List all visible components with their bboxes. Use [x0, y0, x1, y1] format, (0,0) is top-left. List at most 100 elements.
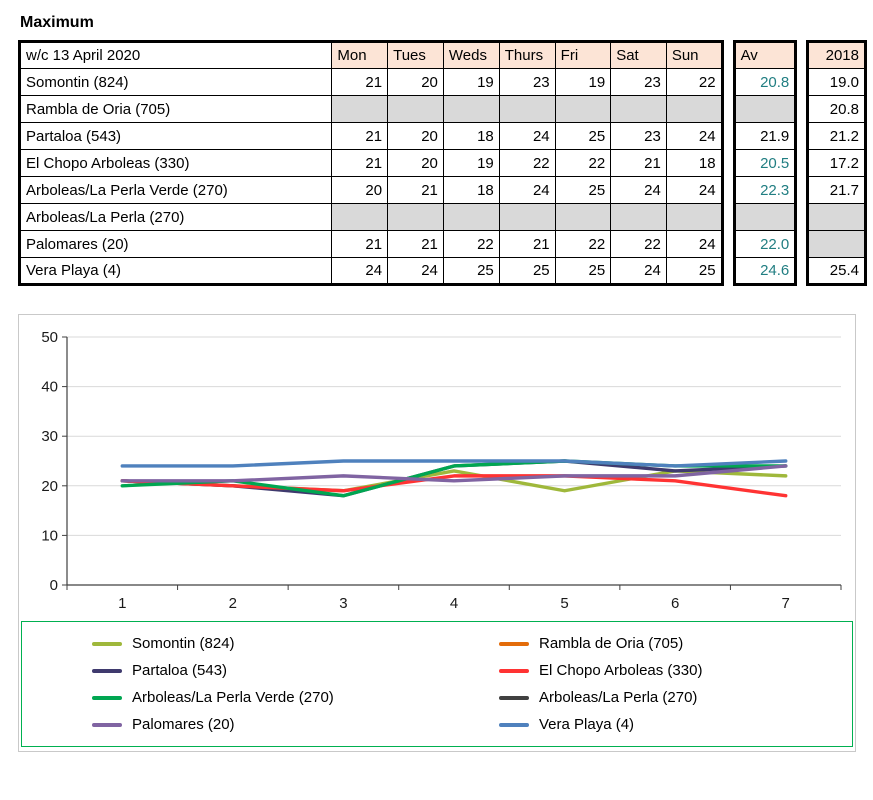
- year-header-cell[interactable]: 2018: [807, 41, 866, 69]
- day-value-cell[interactable]: [665, 95, 723, 123]
- day-value-cell[interactable]: 22: [610, 230, 667, 258]
- year-value-cell[interactable]: 21.2: [807, 122, 866, 150]
- average-value-cell[interactable]: 22.0: [733, 230, 797, 258]
- day-value-cell[interactable]: [554, 203, 612, 231]
- day-value-cell[interactable]: 25: [554, 176, 612, 204]
- row-name-cell[interactable]: Arboleas/La Perla Verde (270): [18, 176, 333, 204]
- week-label-cell[interactable]: w/c 13 April 2020: [18, 41, 333, 69]
- day-value-cell[interactable]: 20: [387, 122, 444, 150]
- day-value-cell[interactable]: 25: [554, 257, 612, 285]
- day-value-cell[interactable]: 21: [498, 230, 556, 258]
- average-value-cell[interactable]: 22.3: [733, 176, 797, 204]
- legend-item-palomares-20: Palomares (20): [92, 716, 499, 733]
- day-header-sat[interactable]: Sat: [610, 41, 667, 69]
- day-value-cell[interactable]: 24: [331, 257, 389, 285]
- day-value-cell[interactable]: 24: [498, 176, 556, 204]
- day-value-cell[interactable]: [442, 95, 500, 123]
- legend-swatch: [499, 695, 529, 700]
- day-value-cell[interactable]: 24: [610, 257, 667, 285]
- year-value-cell[interactable]: 20.8: [807, 95, 866, 123]
- average-value-cell[interactable]: 24.6: [733, 257, 797, 285]
- average-row-el-chopo-arboleas-330: 20.5: [733, 149, 797, 177]
- average-header-cell[interactable]: Av: [733, 41, 797, 69]
- year-row-palomares-20: [807, 230, 866, 258]
- day-value-cell[interactable]: 24: [610, 176, 667, 204]
- day-value-cell[interactable]: 22: [665, 68, 723, 96]
- row-name-cell[interactable]: Somontin (824): [18, 68, 333, 96]
- day-value-cell[interactable]: 24: [498, 122, 556, 150]
- average-value-cell[interactable]: [733, 203, 797, 231]
- year-value-cell[interactable]: [807, 203, 866, 231]
- day-header-fri[interactable]: Fri: [554, 41, 612, 69]
- day-value-cell[interactable]: 21: [331, 149, 389, 177]
- day-value-cell[interactable]: 18: [442, 176, 500, 204]
- day-value-cell[interactable]: [610, 95, 667, 123]
- day-value-cell[interactable]: [665, 203, 723, 231]
- day-value-cell[interactable]: 25: [442, 257, 500, 285]
- day-value-cell[interactable]: 24: [665, 176, 723, 204]
- day-value-cell[interactable]: 19: [442, 68, 500, 96]
- day-value-cell[interactable]: 20: [387, 68, 444, 96]
- year-value-cell[interactable]: 19.0: [807, 68, 866, 96]
- day-value-cell[interactable]: [442, 203, 500, 231]
- day-header-weds[interactable]: Weds: [442, 41, 500, 69]
- day-value-cell[interactable]: 18: [442, 122, 500, 150]
- day-value-cell[interactable]: [331, 95, 389, 123]
- day-value-cell[interactable]: 22: [498, 149, 556, 177]
- average-value-cell[interactable]: 20.5: [733, 149, 797, 177]
- row-name-cell[interactable]: Arboleas/La Perla (270): [18, 203, 333, 231]
- day-value-cell[interactable]: 22: [442, 230, 500, 258]
- day-value-cell[interactable]: [387, 203, 444, 231]
- row-name-cell[interactable]: Palomares (20): [18, 230, 333, 258]
- average-value-cell[interactable]: 21.9: [733, 122, 797, 150]
- day-value-cell[interactable]: 21: [387, 176, 444, 204]
- day-value-cell[interactable]: 19: [442, 149, 500, 177]
- average-row-partaloa-543: 21.9: [733, 122, 797, 150]
- average-value-cell[interactable]: 20.8: [733, 68, 797, 96]
- row-name-cell[interactable]: Vera Playa (4): [18, 257, 333, 285]
- year-value-cell[interactable]: 25.4: [807, 257, 866, 285]
- row-name-cell[interactable]: El Chopo Arboleas (330): [18, 149, 333, 177]
- day-value-cell[interactable]: 20: [331, 176, 389, 204]
- day-value-cell[interactable]: 21: [610, 149, 667, 177]
- day-value-cell[interactable]: 24: [665, 122, 723, 150]
- day-value-cell[interactable]: 23: [610, 122, 667, 150]
- day-value-cell[interactable]: 21: [331, 68, 389, 96]
- row-name-cell[interactable]: Rambla de Oria (705): [18, 95, 333, 123]
- day-value-cell[interactable]: 23: [610, 68, 667, 96]
- day-value-cell[interactable]: 19: [554, 68, 612, 96]
- year-value-cell[interactable]: 21.7: [807, 176, 866, 204]
- row-name-cell[interactable]: Partaloa (543): [18, 122, 333, 150]
- day-value-cell[interactable]: [498, 95, 556, 123]
- year-value-cell[interactable]: 17.2: [807, 149, 866, 177]
- day-value-cell[interactable]: 22: [554, 149, 612, 177]
- average-value-cell[interactable]: [733, 95, 797, 123]
- day-value-cell[interactable]: 24: [387, 257, 444, 285]
- day-value-cell[interactable]: 18: [665, 149, 723, 177]
- day-value-cell[interactable]: 20: [387, 149, 444, 177]
- day-value-cell[interactable]: 25: [498, 257, 556, 285]
- average-row-arboleas-la-perla-270: [733, 203, 797, 231]
- table-row-rambla-de-oria-705: Rambla de Oria (705): [18, 95, 723, 123]
- day-value-cell[interactable]: 22: [554, 230, 612, 258]
- day-value-cell[interactable]: [331, 203, 389, 231]
- table-row-palomares-20: Palomares (20) 21 21 22 21 22 22 24: [18, 230, 723, 258]
- day-value-cell[interactable]: [498, 203, 556, 231]
- day-value-cell[interactable]: [554, 95, 612, 123]
- day-value-cell[interactable]: [610, 203, 667, 231]
- day-value-cell[interactable]: 21: [331, 230, 389, 258]
- day-header-mon[interactable]: Mon: [331, 41, 389, 69]
- day-value-cell[interactable]: 21: [387, 230, 444, 258]
- day-header-sun[interactable]: Sun: [665, 41, 723, 69]
- day-header-thurs[interactable]: Thurs: [498, 41, 556, 69]
- day-value-cell[interactable]: [387, 95, 444, 123]
- legend-item-rambla-de-oria-705: Rambla de Oria (705): [499, 635, 852, 652]
- day-value-cell[interactable]: 23: [498, 68, 556, 96]
- y-tick-label: 30: [41, 428, 58, 445]
- day-value-cell[interactable]: 25: [665, 257, 723, 285]
- day-header-tues[interactable]: Tues: [387, 41, 444, 69]
- year-value-cell[interactable]: [807, 230, 866, 258]
- day-value-cell[interactable]: 21: [331, 122, 389, 150]
- day-value-cell[interactable]: 25: [554, 122, 612, 150]
- day-value-cell[interactable]: 24: [665, 230, 723, 258]
